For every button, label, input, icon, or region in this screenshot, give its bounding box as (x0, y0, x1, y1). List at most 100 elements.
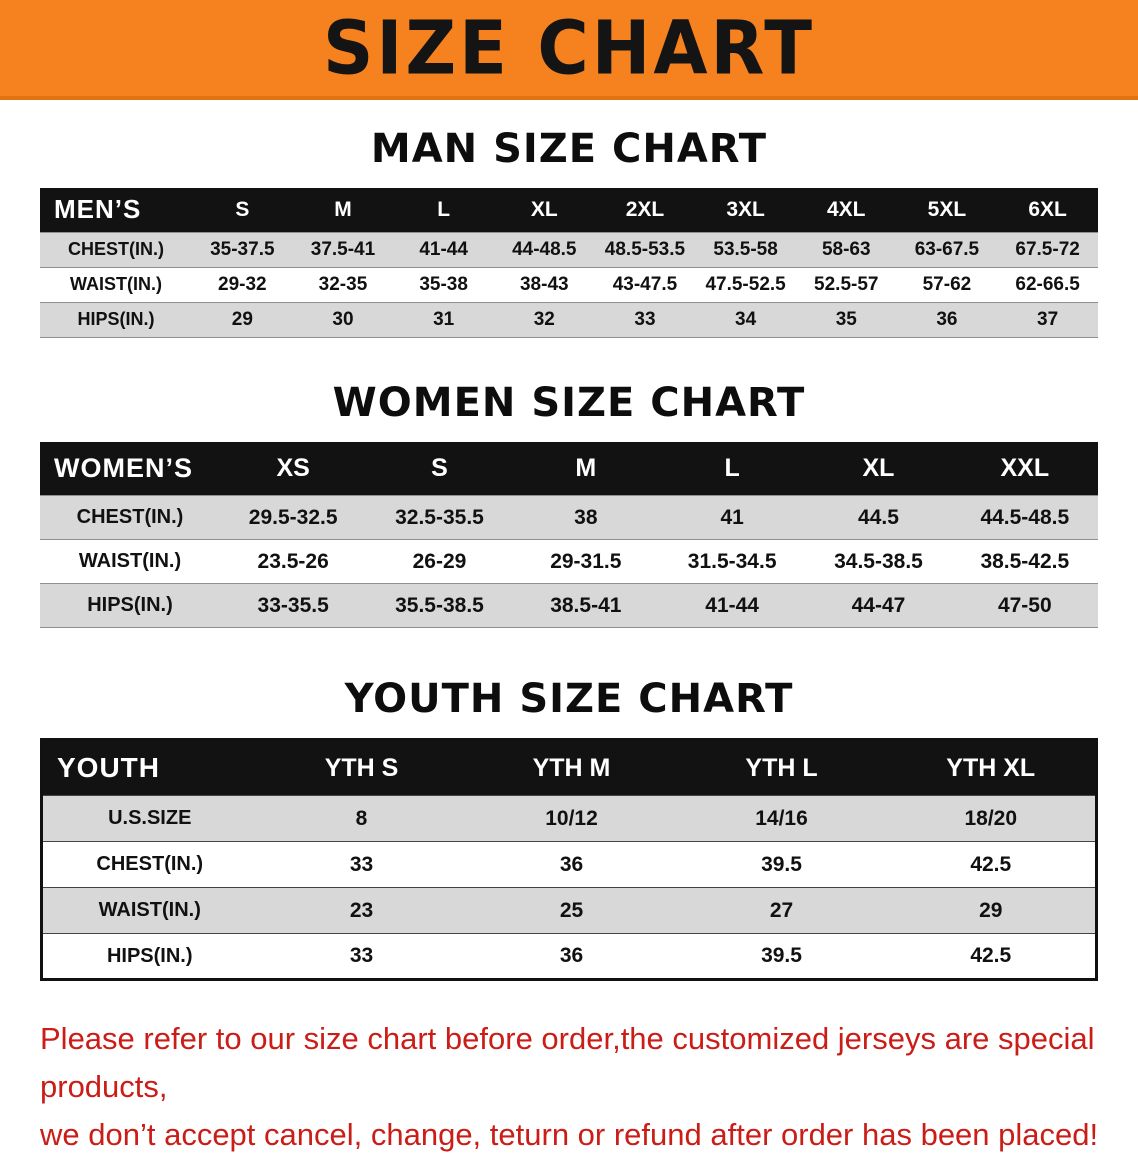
men-waist-row: WAIST(IN.) 29-32 32-35 35-38 38-43 43-47… (40, 266, 1098, 303)
size-cell: 29.5-32.5 (220, 495, 367, 540)
women-col-header: L (658, 441, 806, 496)
youth-col-header: YTH L (676, 739, 887, 796)
page-title: SIZE CHART (322, 4, 816, 92)
size-cell: 43-47.5 (594, 266, 696, 303)
size-cell: 44-47 (805, 583, 952, 628)
size-cell: 38.5-41 (512, 583, 659, 628)
women-waist-row: WAIST(IN.) 23.5-26 26-29 29-31.5 31.5-34… (40, 539, 1098, 584)
women-header-row: WOMEN’S XS S M L XL XXL (40, 441, 1098, 496)
size-cell: 29 (192, 301, 293, 338)
men-col-header: 5XL (896, 188, 998, 232)
size-cell: 10/12 (466, 795, 677, 842)
size-cell: 62-66.5 (997, 266, 1098, 303)
women-col-header: XL (805, 441, 952, 496)
men-header-row: MEN’S S M L XL 2XL 3XL 4XL 5XL 6XL (40, 188, 1098, 232)
size-cell: 31 (393, 301, 494, 338)
youth-col-header: YTH M (466, 739, 677, 796)
men-chest-row: CHEST(IN.) 35-37.5 37.5-41 41-44 44-48.5… (40, 231, 1098, 268)
size-cell: 41-44 (393, 231, 494, 268)
size-cell: 38 (512, 495, 659, 540)
youth-waist-row: WAIST(IN.) 23 25 27 29 (41, 887, 1097, 934)
row-label: HIPS(IN.) (40, 301, 192, 338)
men-col-header: 2XL (594, 188, 696, 232)
size-cell: 35-38 (393, 266, 494, 303)
size-cell: 35-37.5 (192, 231, 293, 268)
women-chest-row: CHEST(IN.) 29.5-32.5 32.5-35.5 38 41 44.… (40, 495, 1098, 540)
size-cell: 27 (676, 887, 887, 934)
size-cell: 25 (466, 887, 677, 934)
size-cell: 34 (695, 301, 796, 338)
size-cell: 44.5-48.5 (951, 495, 1098, 540)
size-cell: 42.5 (886, 841, 1097, 888)
youth-hips-row: HIPS(IN.) 33 36 39.5 42.5 (41, 933, 1097, 980)
men-size-table: MEN’S S M L XL 2XL 3XL 4XL 5XL 6XL CHEST… (40, 188, 1098, 338)
size-cell: 33 (256, 933, 467, 980)
size-cell: 34.5-38.5 (805, 539, 952, 584)
size-cell: 41-44 (658, 583, 806, 628)
size-cell: 33 (256, 841, 467, 888)
men-col-header: XL (493, 188, 595, 232)
size-cell: 37.5-41 (292, 231, 394, 268)
row-label: WAIST(IN.) (40, 266, 192, 303)
size-cell: 32 (493, 301, 595, 338)
size-cell: 30 (292, 301, 394, 338)
youth-header-row: YOUTH YTH S YTH M YTH L YTH XL (41, 739, 1097, 796)
youth-col-header: YTH XL (886, 739, 1097, 796)
row-label: WAIST(IN.) (40, 539, 220, 584)
size-cell: 36 (896, 301, 998, 338)
size-cell: 53.5-58 (695, 231, 796, 268)
row-label: CHEST(IN.) (41, 841, 257, 888)
size-cell: 23 (256, 887, 467, 934)
men-section-title: MAN SIZE CHART (370, 126, 768, 172)
size-cell: 8 (256, 795, 467, 842)
youth-table-label: YOUTH (41, 739, 257, 796)
size-cell: 63-67.5 (896, 231, 998, 268)
row-label: CHEST(IN.) (40, 231, 192, 268)
size-cell: 47.5-52.5 (695, 266, 796, 303)
size-cell: 35.5-38.5 (366, 583, 513, 628)
size-cell: 38-43 (493, 266, 595, 303)
size-cell: 29 (886, 887, 1097, 934)
men-col-header: 3XL (695, 188, 796, 232)
size-cell: 31.5-34.5 (658, 539, 806, 584)
youth-chest-row: CHEST(IN.) 33 36 39.5 42.5 (41, 841, 1097, 888)
women-section-title: WOMEN SIZE CHART (332, 379, 806, 426)
size-cell: 36 (466, 841, 677, 888)
women-col-header: M (512, 441, 659, 496)
men-col-header: 4XL (795, 188, 897, 232)
men-col-header: S (192, 188, 293, 232)
women-col-header: XXL (951, 441, 1098, 496)
size-cell: 42.5 (886, 933, 1097, 980)
men-col-header: M (292, 188, 394, 232)
women-col-header: S (366, 441, 513, 496)
youth-section-title: YOUTH SIZE CHART (344, 676, 794, 722)
size-cell: 37 (997, 301, 1098, 338)
size-cell: 52.5-57 (795, 266, 897, 303)
size-cell: 14/16 (676, 795, 887, 842)
size-cell: 29-31.5 (512, 539, 659, 584)
size-cell: 32-35 (292, 266, 394, 303)
size-cell: 23.5-26 (220, 539, 367, 584)
size-cell: 47-50 (951, 583, 1098, 628)
size-cell: 44.5 (805, 495, 952, 540)
size-cell: 18/20 (886, 795, 1097, 842)
size-cell: 39.5 (676, 933, 887, 980)
men-col-header: 6XL (997, 188, 1098, 232)
footer-line-2: we don’t accept cancel, change, teturn o… (40, 1117, 1099, 1153)
size-cell: 57-62 (896, 266, 998, 303)
size-cell: 38.5-42.5 (951, 539, 1098, 584)
size-cell: 33-35.5 (220, 583, 367, 628)
women-col-header: XS (220, 441, 367, 496)
women-hips-row: HIPS(IN.) 33-35.5 35.5-38.5 38.5-41 41-4… (40, 583, 1098, 628)
youth-col-header: YTH S (256, 739, 467, 796)
men-table-label: MEN’S (40, 188, 192, 232)
row-label: HIPS(IN.) (40, 583, 220, 628)
footer-line-1: Please refer to our size chart before or… (40, 1021, 1095, 1105)
youth-size-table: YOUTH YTH S YTH M YTH L YTH XL U.S.SIZE … (40, 738, 1098, 981)
size-cell: 39.5 (676, 841, 887, 888)
size-cell: 48.5-53.5 (594, 231, 696, 268)
youth-ussize-row: U.S.SIZE 8 10/12 14/16 18/20 (41, 795, 1097, 842)
women-size-table: WOMEN’S XS S M L XL XXL CHEST(IN.) 29.5-… (40, 441, 1098, 628)
size-cell: 67.5-72 (997, 231, 1098, 268)
